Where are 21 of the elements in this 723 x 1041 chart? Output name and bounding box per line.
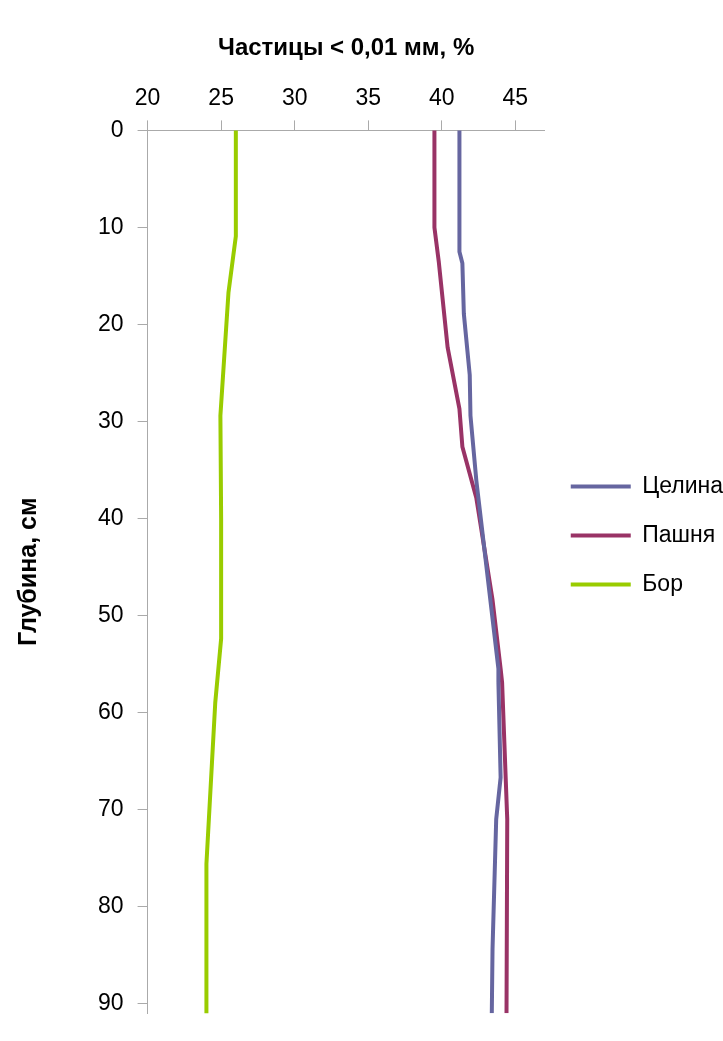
y-tick-label: 60 bbox=[97, 697, 124, 724]
legend-label: Целина bbox=[642, 471, 723, 498]
x-axis-title: Частицы < 0,01 мм, % bbox=[218, 33, 475, 61]
y-tick-label: 90 bbox=[97, 988, 124, 1015]
y-tick-label: 10 bbox=[97, 212, 124, 239]
x-tick-label: 20 bbox=[134, 83, 161, 110]
y-tick-label: 50 bbox=[97, 600, 124, 627]
y-axis-title: Глубина, см bbox=[12, 497, 41, 647]
x-tick-label: 25 bbox=[208, 83, 234, 110]
y-tick-label: 0 bbox=[110, 115, 124, 142]
x-tick-label: 45 bbox=[502, 83, 529, 110]
y-tick-label: 40 bbox=[97, 503, 124, 530]
y-tick-label: 30 bbox=[97, 406, 124, 433]
x-tick-label: 30 bbox=[281, 83, 308, 110]
x-tick-label: 40 bbox=[428, 83, 455, 110]
y-tick-label: 20 bbox=[97, 309, 124, 336]
y-tick-label: 80 bbox=[97, 891, 124, 918]
legend-label: Пашня bbox=[642, 520, 716, 547]
x-tick-label: 35 bbox=[355, 83, 382, 110]
legend-label: Бор bbox=[642, 569, 683, 596]
y-tick-label: 70 bbox=[97, 794, 124, 821]
